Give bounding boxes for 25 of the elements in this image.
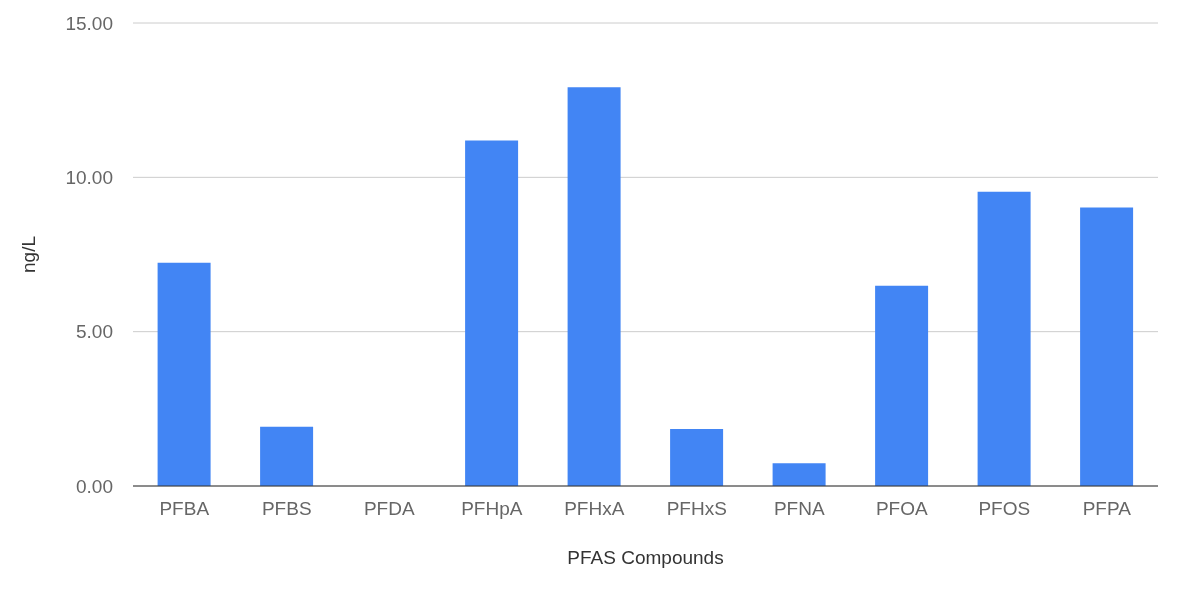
- y-tick-label: 0.00: [76, 475, 113, 497]
- x-tick-label: PFBA: [159, 498, 210, 520]
- bar: [772, 463, 826, 486]
- x-axis-title: PFAS Compounds: [567, 547, 724, 568]
- bar: [465, 140, 519, 486]
- x-tick-label: PFOA: [875, 498, 928, 520]
- x-tick-label: PFPA: [1082, 498, 1132, 520]
- x-tick-label: PFOS: [978, 498, 1031, 520]
- x-tick-label: PFHxA: [564, 498, 625, 520]
- bar: [670, 428, 724, 486]
- bar: [977, 191, 1031, 486]
- y-tick-label: 15.00: [65, 12, 113, 34]
- y-tick-label: 10.00: [65, 167, 113, 189]
- x-tick-label: PFHpA: [461, 498, 523, 520]
- bar: [157, 262, 211, 486]
- x-tick-label: PFBS: [261, 498, 312, 520]
- x-tick-label: PFNA: [773, 498, 825, 520]
- x-tick-label: PFHxS: [666, 498, 727, 520]
- y-axis-title: ng/L: [17, 236, 39, 273]
- bar: [260, 426, 314, 486]
- bar: [567, 87, 621, 486]
- x-tick-label: PFDA: [363, 498, 415, 520]
- y-tick-label: 5.00: [76, 321, 113, 343]
- bar: [875, 285, 929, 486]
- bar: [1080, 207, 1134, 486]
